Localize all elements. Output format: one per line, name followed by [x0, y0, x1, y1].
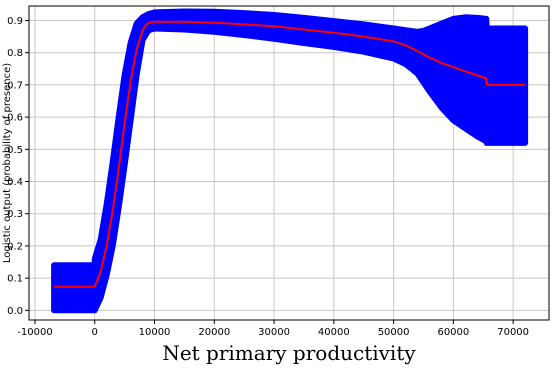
- y-tick-label: 0.8: [7, 48, 23, 59]
- x-tick-label: -10000: [17, 327, 52, 338]
- x-axis-ticks: -10000 0 10000 20000 30000 40000 50000 60000 700…: [17, 320, 529, 338]
- x-axis-title: Net primary productivity: [162, 341, 416, 365]
- y-tick-label: 0.2: [7, 241, 23, 252]
- plot-frame: [28, 5, 550, 321]
- x-tick-label: 40000: [318, 327, 350, 338]
- y-tick-label: 0.7: [7, 80, 23, 91]
- y-tick-label: 0.9: [7, 16, 23, 27]
- y-tick-label: 0.1: [7, 274, 23, 285]
- y-axis-ticks: 0.0 0.1 0.2 0.3 0.4 0.5 0.6 0.7 0.8 0.9: [7, 16, 29, 317]
- y-tick-label: 0.5: [7, 145, 23, 156]
- x-tick-label: 60000: [437, 327, 469, 338]
- confidence-band: [51, 8, 529, 314]
- y-tick-label: 0.0: [7, 306, 23, 317]
- confidence-band-area: [51, 8, 529, 314]
- y-axis-title: Logistic output (probability of presence…: [2, 63, 13, 263]
- mean-response-line: [54, 20, 526, 288]
- x-tick-label: 0: [92, 327, 98, 338]
- y-tick-label: 0.6: [7, 113, 23, 124]
- x-tick-label: 70000: [497, 327, 529, 338]
- y-tick-label: 0.3: [7, 209, 23, 220]
- x-tick-label: 30000: [258, 327, 290, 338]
- x-tick-label: 20000: [198, 327, 230, 338]
- x-tick-label: 10000: [139, 327, 171, 338]
- mean-response-line-group: [54, 20, 526, 288]
- y-tick-label: 0.4: [7, 177, 23, 188]
- x-tick-label: 50000: [378, 327, 410, 338]
